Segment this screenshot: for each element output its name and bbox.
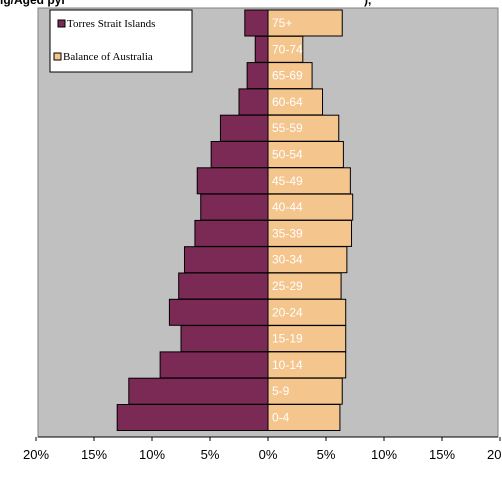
x-tick-label: 20% xyxy=(23,447,49,462)
bar-balance-australia-15-19 xyxy=(267,325,347,353)
bar-balance-australia-40-44 xyxy=(267,193,354,221)
bars-layer: 75+ 70-74 65-69 60-64 55-59 50-54 45-49 40-44 35… xyxy=(116,9,354,431)
x-tick-label: 10% xyxy=(371,447,397,462)
x-tick-label: 0% xyxy=(259,447,278,462)
age-group-label: 40-44 xyxy=(272,200,303,214)
age-group-label: 75+ xyxy=(272,16,292,30)
bar-balance-australia-60-64 xyxy=(267,88,324,116)
age-group-label: 60-64 xyxy=(272,95,303,109)
x-tick-label: 10% xyxy=(139,447,165,462)
age-group-label: 25-29 xyxy=(272,279,303,293)
legend-swatch-balance-australia xyxy=(53,52,62,61)
bar-torres-strait-10-14 xyxy=(159,351,269,379)
bar-balance-australia-25-29 xyxy=(267,272,342,300)
age-group-label: 5-9 xyxy=(272,384,290,398)
age-group-label: 35-39 xyxy=(272,226,303,240)
bar-torres-strait-70-74 xyxy=(254,35,269,63)
x-tick-label: 5% xyxy=(201,447,220,462)
header-fragment-left: ig/Aged pyi xyxy=(0,0,65,7)
legend-label-torres-strait: Torres Strait Islands xyxy=(67,18,155,30)
bar-torres-strait-5-9 xyxy=(128,377,269,405)
x-axis: 20% 15% 10% 5% 0% 5% 10% 15% 20% xyxy=(23,436,502,462)
bar-balance-australia-75+ xyxy=(267,9,343,37)
bar-torres-strait-60-64 xyxy=(238,88,269,116)
bar-balance-australia-55-59 xyxy=(267,114,340,142)
age-group-label: 20-24 xyxy=(272,305,303,319)
bar-balance-australia-5-9 xyxy=(267,377,343,405)
legend-box xyxy=(49,9,193,73)
x-tick-label: 5% xyxy=(317,447,336,462)
bar-balance-australia-10-14 xyxy=(267,351,347,379)
bar-balance-australia-0-4 xyxy=(267,404,341,431)
bar-torres-strait-0-4 xyxy=(116,404,269,431)
bar-torres-strait-30-34 xyxy=(183,246,269,274)
legend: Torres Strait Islands Balance of Australi… xyxy=(49,9,193,73)
header-layer: ig/Aged pyi), xyxy=(0,0,371,7)
bar-torres-strait-35-39 xyxy=(194,219,269,247)
bar-torres-strait-75+ xyxy=(244,9,269,37)
bar-torres-strait-45-49 xyxy=(196,167,269,195)
bar-balance-australia-50-54 xyxy=(267,141,344,168)
bar-balance-australia-70-74 xyxy=(267,35,304,63)
age-group-label: 50-54 xyxy=(272,148,303,162)
header-fragment-right: ), xyxy=(364,0,371,7)
bar-balance-australia-35-39 xyxy=(267,219,353,247)
bar-balance-australia-45-49 xyxy=(267,167,351,195)
age-group-label: 45-49 xyxy=(272,174,303,188)
legend-label-balance-australia: Balance of Australia xyxy=(63,51,153,63)
age-group-label: 65-69 xyxy=(272,69,303,83)
bar-torres-strait-55-59 xyxy=(219,114,269,142)
x-tick-label: 20% xyxy=(487,447,502,462)
bar-balance-australia-30-34 xyxy=(267,246,348,274)
x-tick-label: 15% xyxy=(81,447,107,462)
bar-torres-strait-65-69 xyxy=(246,62,269,90)
x-tick-label: 15% xyxy=(429,447,455,462)
bar-torres-strait-15-19 xyxy=(180,325,269,353)
age-group-label: 0-4 xyxy=(272,411,290,425)
bar-torres-strait-40-44 xyxy=(200,193,269,221)
age-group-label: 15-19 xyxy=(272,332,303,346)
age-group-label: 70-74 xyxy=(272,42,303,56)
bar-torres-strait-20-24 xyxy=(168,298,269,326)
age-group-label: 10-14 xyxy=(272,358,303,372)
age-group-label: 55-59 xyxy=(272,121,303,135)
bar-torres-strait-50-54 xyxy=(210,141,269,168)
legend-swatch-torres-strait xyxy=(57,19,66,28)
age-group-label: 30-34 xyxy=(272,253,303,267)
bar-torres-strait-25-29 xyxy=(178,272,269,300)
